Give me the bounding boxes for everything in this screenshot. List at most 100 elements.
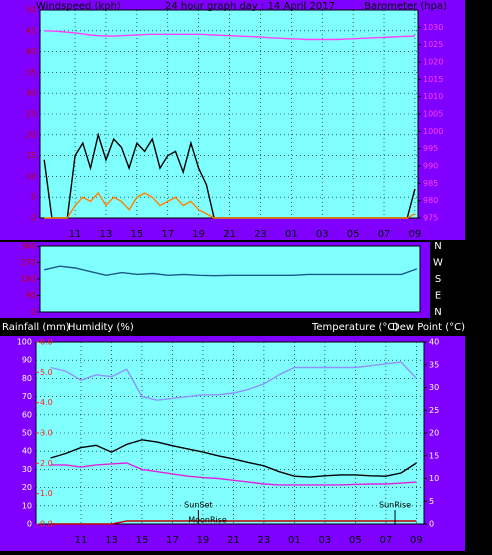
x-tick-label: 01 (285, 229, 298, 240)
x-tick-label: 17 (161, 229, 174, 240)
y2-tick-label: 25 (429, 406, 439, 415)
y2-tick-label: 0 (429, 520, 434, 529)
x-tick-label: 17 (166, 535, 179, 546)
series-line (50, 361, 417, 401)
y2-tick-label: 40 (429, 338, 439, 347)
y-tick-label: 20 (22, 483, 32, 492)
y-tick-label: 5 (31, 193, 36, 202)
y2-tick-label: 995 (423, 144, 438, 153)
series-line (50, 462, 417, 486)
y-tick-label: 180 (21, 275, 36, 284)
y-tick-label: 25 (26, 110, 36, 119)
x-tick-label: 13 (100, 229, 113, 240)
y-tick-label: 10 (22, 501, 32, 510)
x-tick-label: 11 (75, 535, 88, 546)
x-tick-label: 09 (410, 535, 423, 546)
x-tick-label: 15 (130, 229, 143, 240)
y-tick-label: 0 (27, 520, 32, 529)
x-tick-label: 05 (347, 229, 360, 240)
y-tick-label: 15 (26, 151, 36, 160)
chart-title: 24 hour graph day : 14 April 2017 (165, 1, 335, 12)
x-tick-label: 13 (105, 535, 118, 546)
y2-tick-label: 35 (429, 360, 439, 369)
compass-label: S (435, 274, 441, 285)
x-tick-label: 23 (258, 535, 271, 546)
plot-area (35, 341, 425, 525)
x-tick-label: 11 (69, 229, 82, 240)
x-tick-label: 21 (227, 535, 240, 546)
y3-tick-label: 2.0 (40, 459, 53, 468)
y-tick-label: 90 (22, 356, 32, 365)
y2-axis-label: Barometer (hpa) (364, 1, 447, 12)
y-axis-label: Windspeed (kph) (36, 1, 121, 12)
y-tick-label: 270 (21, 258, 36, 267)
y-tick-label: 100 (17, 338, 32, 347)
plot-area (39, 245, 421, 313)
y-tick-label: 50 (26, 6, 36, 15)
annotation: MoonRise (188, 516, 227, 525)
plot-area (39, 9, 419, 219)
y-tick-label: 40 (26, 47, 36, 56)
annotation: SunSet (184, 501, 212, 510)
y2-tick-label: 1030 (423, 23, 443, 32)
y2-tick-label: 1005 (423, 110, 443, 119)
y-tick-label: 30 (22, 465, 32, 474)
x-tick-label: 21 (223, 229, 236, 240)
annotation: SunRise (379, 501, 411, 510)
y2-tick-label: 990 (423, 162, 438, 171)
y-tick-label: 360 (21, 242, 36, 251)
y3-tick-label: 0.0 (40, 520, 53, 529)
y2-tick-label: 10 (429, 474, 439, 483)
y-tick-label: 80 (22, 374, 32, 383)
x-tick-label: 19 (197, 535, 210, 546)
y3-tick-label: 6.0 (40, 338, 53, 347)
y-tick-label: 30 (26, 89, 36, 98)
y2-tick-label: 1020 (423, 58, 443, 67)
y-tick-label: 60 (22, 410, 32, 419)
y3-tick-label: 3.0 (40, 429, 53, 438)
y2-tick-label: 980 (423, 196, 438, 205)
y2-axis-label: Temperature (°C) (311, 322, 398, 333)
series-line (50, 520, 417, 525)
y2-tick-label: 1000 (423, 127, 443, 136)
y2-tick-label: 30 (429, 383, 439, 392)
x-tick-label: 01 (288, 535, 301, 546)
y2-axis-label: Dew Point (°C) (392, 322, 465, 333)
y-tick-label: 90 (26, 291, 36, 300)
series-line (44, 265, 418, 277)
y2-tick-label: 15 (429, 451, 439, 460)
compass-label: N (434, 241, 441, 252)
x-tick-label: 07 (380, 535, 393, 546)
y-tick-label: 20 (26, 130, 36, 139)
compass-label: E (435, 291, 441, 302)
x-tick-label: 03 (319, 535, 332, 546)
y2-tick-label: 5 (429, 497, 434, 506)
y-tick-label: 40 (22, 447, 32, 456)
y2-tick-label: 1010 (423, 92, 443, 101)
x-tick-label: 09 (409, 229, 422, 240)
x-tick-label: 15 (136, 535, 149, 546)
y-tick-label: 45 (26, 26, 36, 35)
y-tick-label: 50 (22, 429, 32, 438)
y-tick-label: 35 (26, 68, 36, 77)
y2-tick-label: 1015 (423, 75, 443, 84)
x-tick-label: 07 (378, 229, 391, 240)
compass-label: W (433, 258, 443, 269)
x-tick-label: 05 (349, 535, 362, 546)
series-line (44, 191, 416, 219)
y-tick-label: 0 (31, 308, 36, 317)
y3-tick-label: 4.0 (40, 398, 53, 407)
y-axis-label: Humidity (%) (68, 322, 134, 333)
y2-tick-label: 975 (423, 214, 438, 223)
series-line (44, 30, 415, 41)
x-tick-label: 23 (254, 229, 267, 240)
y3-axis-label: Rainfall (mm) (2, 322, 70, 333)
y3-tick-label: 5.0 (40, 368, 53, 377)
y-tick-label: 10 (26, 172, 36, 181)
y-tick-label: 70 (22, 392, 32, 401)
y2-tick-label: 20 (429, 429, 439, 438)
y2-tick-label: 1025 (423, 40, 443, 49)
x-tick-label: 19 (192, 229, 205, 240)
x-tick-label: 03 (316, 229, 329, 240)
